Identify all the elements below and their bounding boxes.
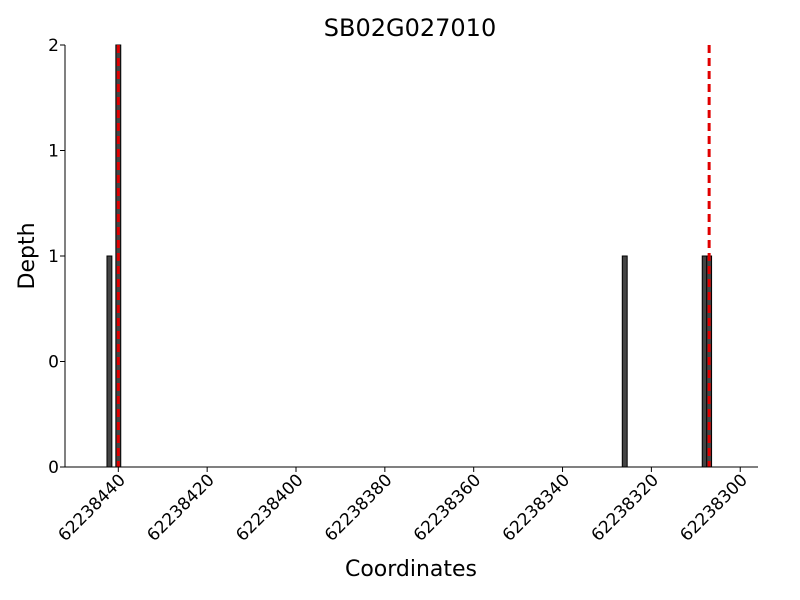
x-tick-label: 62238400 bbox=[232, 470, 307, 545]
bar bbox=[106, 255, 113, 468]
y-tick-label: 1 bbox=[48, 247, 59, 267]
x-tick-label: 62238380 bbox=[321, 470, 396, 545]
y-axis-label: Depth bbox=[15, 222, 40, 289]
y-tick-label: 1 bbox=[48, 142, 59, 162]
x-tick-label: 62238360 bbox=[410, 470, 485, 545]
x-tick-label: 62238440 bbox=[55, 470, 130, 545]
x-tick-label: 62238300 bbox=[676, 470, 751, 545]
bar bbox=[621, 255, 628, 468]
x-tick-label: 62238320 bbox=[588, 470, 663, 545]
y-tick-label: 0 bbox=[48, 458, 59, 478]
x-tick-label: 62238340 bbox=[499, 470, 574, 545]
y-tick-label: 0 bbox=[48, 353, 59, 373]
chart-title: SB02G027010 bbox=[324, 14, 496, 42]
x-tick-label: 62238420 bbox=[143, 470, 218, 545]
x-axis-label: Coordinates bbox=[345, 557, 477, 582]
y-tick-label: 2 bbox=[48, 36, 59, 56]
